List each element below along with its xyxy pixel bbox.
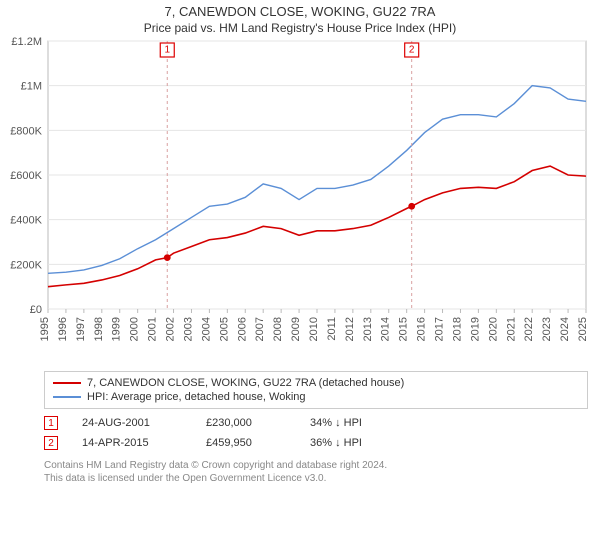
svg-text:1: 1 [164,45,170,56]
svg-text:2007: 2007 [254,317,266,341]
svg-text:2013: 2013 [362,317,374,341]
svg-text:2000: 2000 [129,317,141,341]
svg-text:2002: 2002 [165,317,177,341]
table-row: 1 24-AUG-2001 £230,000 34% ↓ HPI [44,413,588,433]
svg-text:2019: 2019 [469,317,481,341]
svg-text:2011: 2011 [326,317,338,341]
table-row: 2 14-APR-2015 £459,950 36% ↓ HPI [44,433,588,453]
svg-text:£200K: £200K [10,259,42,271]
legend-label-price-paid: 7, CANEWDON CLOSE, WOKING, GU22 7RA (det… [87,377,404,389]
legend-row-hpi: HPI: Average price, detached house, Woki… [53,390,579,404]
sale-pct: 36% ↓ HPI [310,437,410,449]
svg-text:2001: 2001 [147,317,159,341]
svg-text:1997: 1997 [75,317,87,341]
svg-text:2021: 2021 [505,317,517,341]
footer-line2: This data is licensed under the Open Gov… [44,472,588,485]
svg-text:£0: £0 [30,304,42,316]
svg-text:2024: 2024 [559,317,571,341]
svg-text:2016: 2016 [416,317,428,341]
sale-price: £459,950 [206,437,286,449]
svg-text:2017: 2017 [434,317,446,341]
svg-text:2008: 2008 [272,317,284,341]
svg-text:2010: 2010 [308,317,320,341]
svg-text:1998: 1998 [93,317,105,341]
legend: 7, CANEWDON CLOSE, WOKING, GU22 7RA (det… [44,371,588,409]
footer-line1: Contains HM Land Registry data © Crown c… [44,459,588,472]
svg-text:2025: 2025 [577,317,589,341]
sale-pct: 34% ↓ HPI [310,417,410,429]
svg-text:2004: 2004 [200,317,212,341]
title-line1: 7, CANEWDON CLOSE, WOKING, GU22 7RA [0,4,600,19]
sales-table: 1 24-AUG-2001 £230,000 34% ↓ HPI 2 14-AP… [44,413,588,453]
svg-text:£1.2M: £1.2M [11,36,42,48]
legend-swatch-hpi [53,396,81,398]
svg-text:2022: 2022 [523,317,535,341]
sale-marker-1: 1 [44,416,58,430]
svg-text:2023: 2023 [541,317,553,341]
svg-text:£1M: £1M [21,81,42,93]
sale-marker-2: 2 [44,436,58,450]
svg-text:£600K: £600K [10,170,42,182]
sale-price: £230,000 [206,417,286,429]
svg-text:2018: 2018 [451,317,463,341]
svg-text:2: 2 [409,45,415,56]
title-line2: Price paid vs. HM Land Registry's House … [0,21,600,35]
svg-text:2005: 2005 [218,317,230,341]
svg-text:2012: 2012 [344,317,356,341]
svg-text:2020: 2020 [487,317,499,341]
legend-swatch-price-paid [53,382,81,384]
svg-text:2003: 2003 [182,317,194,341]
svg-text:£400K: £400K [10,215,42,227]
line-chart: £0 £200K £400K £600K £800K £1M £1.2M 1995 1996 19… [0,35,600,365]
svg-text:1996: 1996 [57,317,69,341]
svg-text:£800K: £800K [10,125,42,137]
svg-text:1999: 1999 [111,317,123,341]
svg-text:2006: 2006 [236,317,248,341]
svg-text:1995: 1995 [39,317,51,341]
sale-date: 14-APR-2015 [82,437,182,449]
svg-text:2014: 2014 [380,317,392,341]
footer: Contains HM Land Registry data © Crown c… [44,459,588,485]
legend-label-hpi: HPI: Average price, detached house, Woki… [87,391,306,403]
legend-row-price-paid: 7, CANEWDON CLOSE, WOKING, GU22 7RA (det… [53,376,579,390]
svg-text:2009: 2009 [290,317,302,341]
svg-text:2015: 2015 [398,317,410,341]
sale-date: 24-AUG-2001 [82,417,182,429]
